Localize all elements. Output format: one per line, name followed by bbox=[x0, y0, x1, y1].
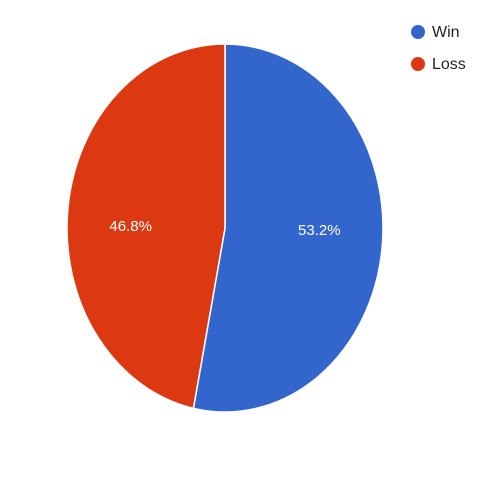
legend-swatch-loss bbox=[411, 57, 425, 71]
legend-label-loss: Loss bbox=[432, 56, 466, 73]
pie-slice-win bbox=[192, 43, 384, 413]
legend-swatch-win bbox=[411, 25, 425, 39]
slice-label-loss: 46.8% bbox=[109, 218, 152, 235]
pie-slice-loss bbox=[66, 43, 226, 410]
pie-slices bbox=[66, 43, 384, 413]
legend-label-win: Win bbox=[432, 24, 460, 41]
pie-slice-labels: 53.2% 46.8% bbox=[109, 218, 340, 239]
slice-label-win: 53.2% bbox=[298, 222, 341, 239]
legend: Win Loss bbox=[411, 24, 466, 73]
